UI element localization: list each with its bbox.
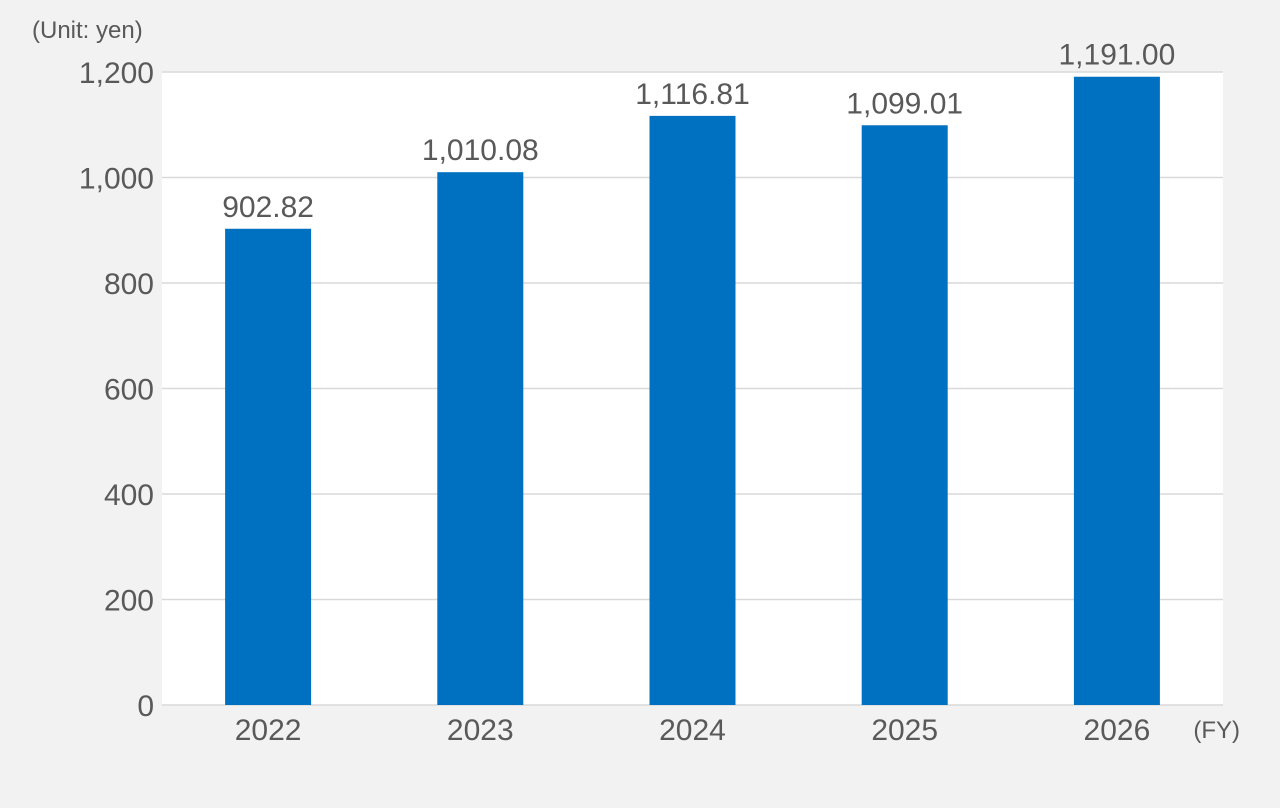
data-label: 1,116.81 bbox=[635, 78, 750, 111]
bar-2025 bbox=[861, 125, 948, 706]
data-label: 1,099.01 bbox=[846, 87, 963, 120]
data-label: 902.82 bbox=[222, 191, 314, 224]
bar-2022 bbox=[225, 228, 312, 705]
bars bbox=[225, 76, 1160, 706]
data-label: 1,010.08 bbox=[422, 134, 539, 167]
y-tick-label: 0 bbox=[137, 690, 154, 723]
x-axis-label: (FY) bbox=[1193, 717, 1240, 744]
y-tick-label: 800 bbox=[104, 268, 154, 301]
bar-2024 bbox=[649, 115, 736, 705]
x-tick-label: 2025 bbox=[871, 714, 938, 747]
y-axis-tick-labels: 0 200 400 600 800 1,000 1,200 bbox=[79, 57, 154, 723]
x-tick-label: 2026 bbox=[1084, 714, 1151, 747]
y-tick-label: 1,000 bbox=[79, 163, 154, 196]
x-axis-tick-labels: 2022 2023 2024 2025 2026 bbox=[235, 714, 1151, 747]
y-tick-label: 200 bbox=[104, 585, 154, 618]
unit-label: (Unit: yen) bbox=[32, 17, 143, 44]
x-tick-label: 2023 bbox=[447, 714, 514, 747]
bar-2026 bbox=[1073, 76, 1160, 705]
bar-2023 bbox=[437, 172, 524, 705]
y-tick-label: 1,200 bbox=[79, 57, 154, 90]
data-label: 1,191.00 bbox=[1059, 39, 1176, 72]
data-labels: 902.82 1,010.08 1,116.81 1,099.01 1,191.00 bbox=[222, 39, 1175, 224]
x-tick-label: 2024 bbox=[659, 714, 726, 747]
x-tick-label: 2022 bbox=[235, 714, 302, 747]
y-tick-label: 400 bbox=[104, 479, 154, 512]
y-tick-label: 600 bbox=[104, 374, 154, 407]
